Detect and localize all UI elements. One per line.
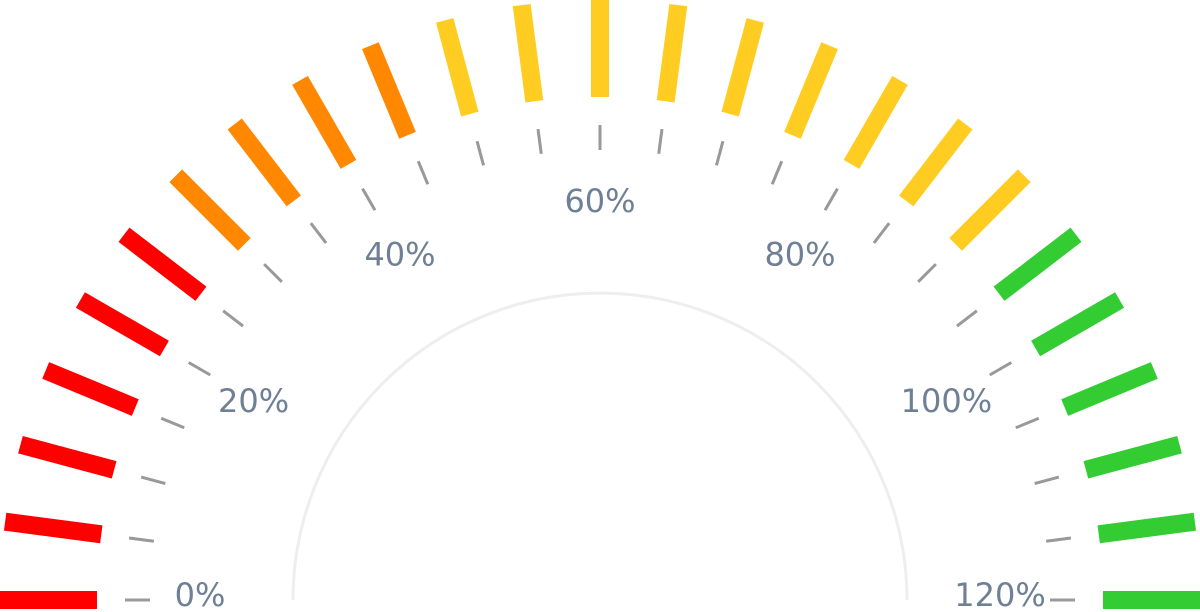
minor-tick xyxy=(917,263,937,283)
gauge-segment xyxy=(656,3,688,103)
gauge-segment xyxy=(169,169,251,251)
gauge-segment xyxy=(1083,436,1182,479)
minor-tick xyxy=(1045,536,1072,543)
minor-tick xyxy=(536,128,543,155)
minor-tick xyxy=(361,187,377,212)
minor-tick xyxy=(187,361,212,377)
inner-arc xyxy=(291,291,909,601)
minor-tick xyxy=(872,222,891,244)
gauge-segment xyxy=(721,18,764,117)
tick-label-60: 60% xyxy=(564,182,635,220)
minor-tick xyxy=(956,309,978,328)
gauge-segment xyxy=(993,227,1082,301)
minor-tick xyxy=(770,160,784,185)
minor-tick xyxy=(1015,416,1040,430)
tick-label-100: 100% xyxy=(901,382,992,420)
minor-tick xyxy=(416,160,430,185)
tick-label-40: 40% xyxy=(364,236,435,274)
gauge-segment xyxy=(1031,292,1125,357)
gauge-segment xyxy=(227,118,301,207)
tick-label-120: 120% xyxy=(954,576,1045,612)
minor-tick xyxy=(475,140,485,166)
tick-label-0: 0% xyxy=(175,576,226,612)
minor-tick xyxy=(657,128,664,155)
gauge-segment xyxy=(436,18,479,117)
gauge-segment xyxy=(75,292,169,357)
tick-labels: 0% 20% 40% 60% 80% 100% 120% xyxy=(175,182,1046,612)
minor-tick xyxy=(222,309,244,328)
gauge-segment xyxy=(292,75,357,169)
tick-label-20: 20% xyxy=(218,382,289,420)
gauge-segment xyxy=(784,42,838,139)
gauge-segment xyxy=(899,118,973,207)
gauge-segment xyxy=(949,169,1031,251)
minor-tick xyxy=(128,536,155,543)
minor-tick xyxy=(823,187,839,212)
gauge-segment xyxy=(3,512,103,544)
minor-tick xyxy=(309,222,328,244)
gauge-segment xyxy=(42,362,139,416)
minor-tick xyxy=(1034,475,1060,485)
gauge-segment xyxy=(512,3,544,103)
minor-tick xyxy=(140,475,166,485)
gauge-segment xyxy=(362,42,416,139)
inner-arc-layer xyxy=(291,291,909,601)
minor-tick xyxy=(715,140,725,166)
gauge-segment xyxy=(18,436,117,479)
minor-tick xyxy=(988,361,1013,377)
tick-label-80: 80% xyxy=(764,236,835,274)
minor-tick xyxy=(160,416,185,430)
minor-tick xyxy=(263,263,283,283)
gauge-segment xyxy=(1061,362,1158,416)
gauge-segment xyxy=(118,227,207,301)
gauge-segment xyxy=(843,75,908,169)
minor-ticks xyxy=(125,125,1075,602)
gauge-segment xyxy=(1097,512,1197,544)
